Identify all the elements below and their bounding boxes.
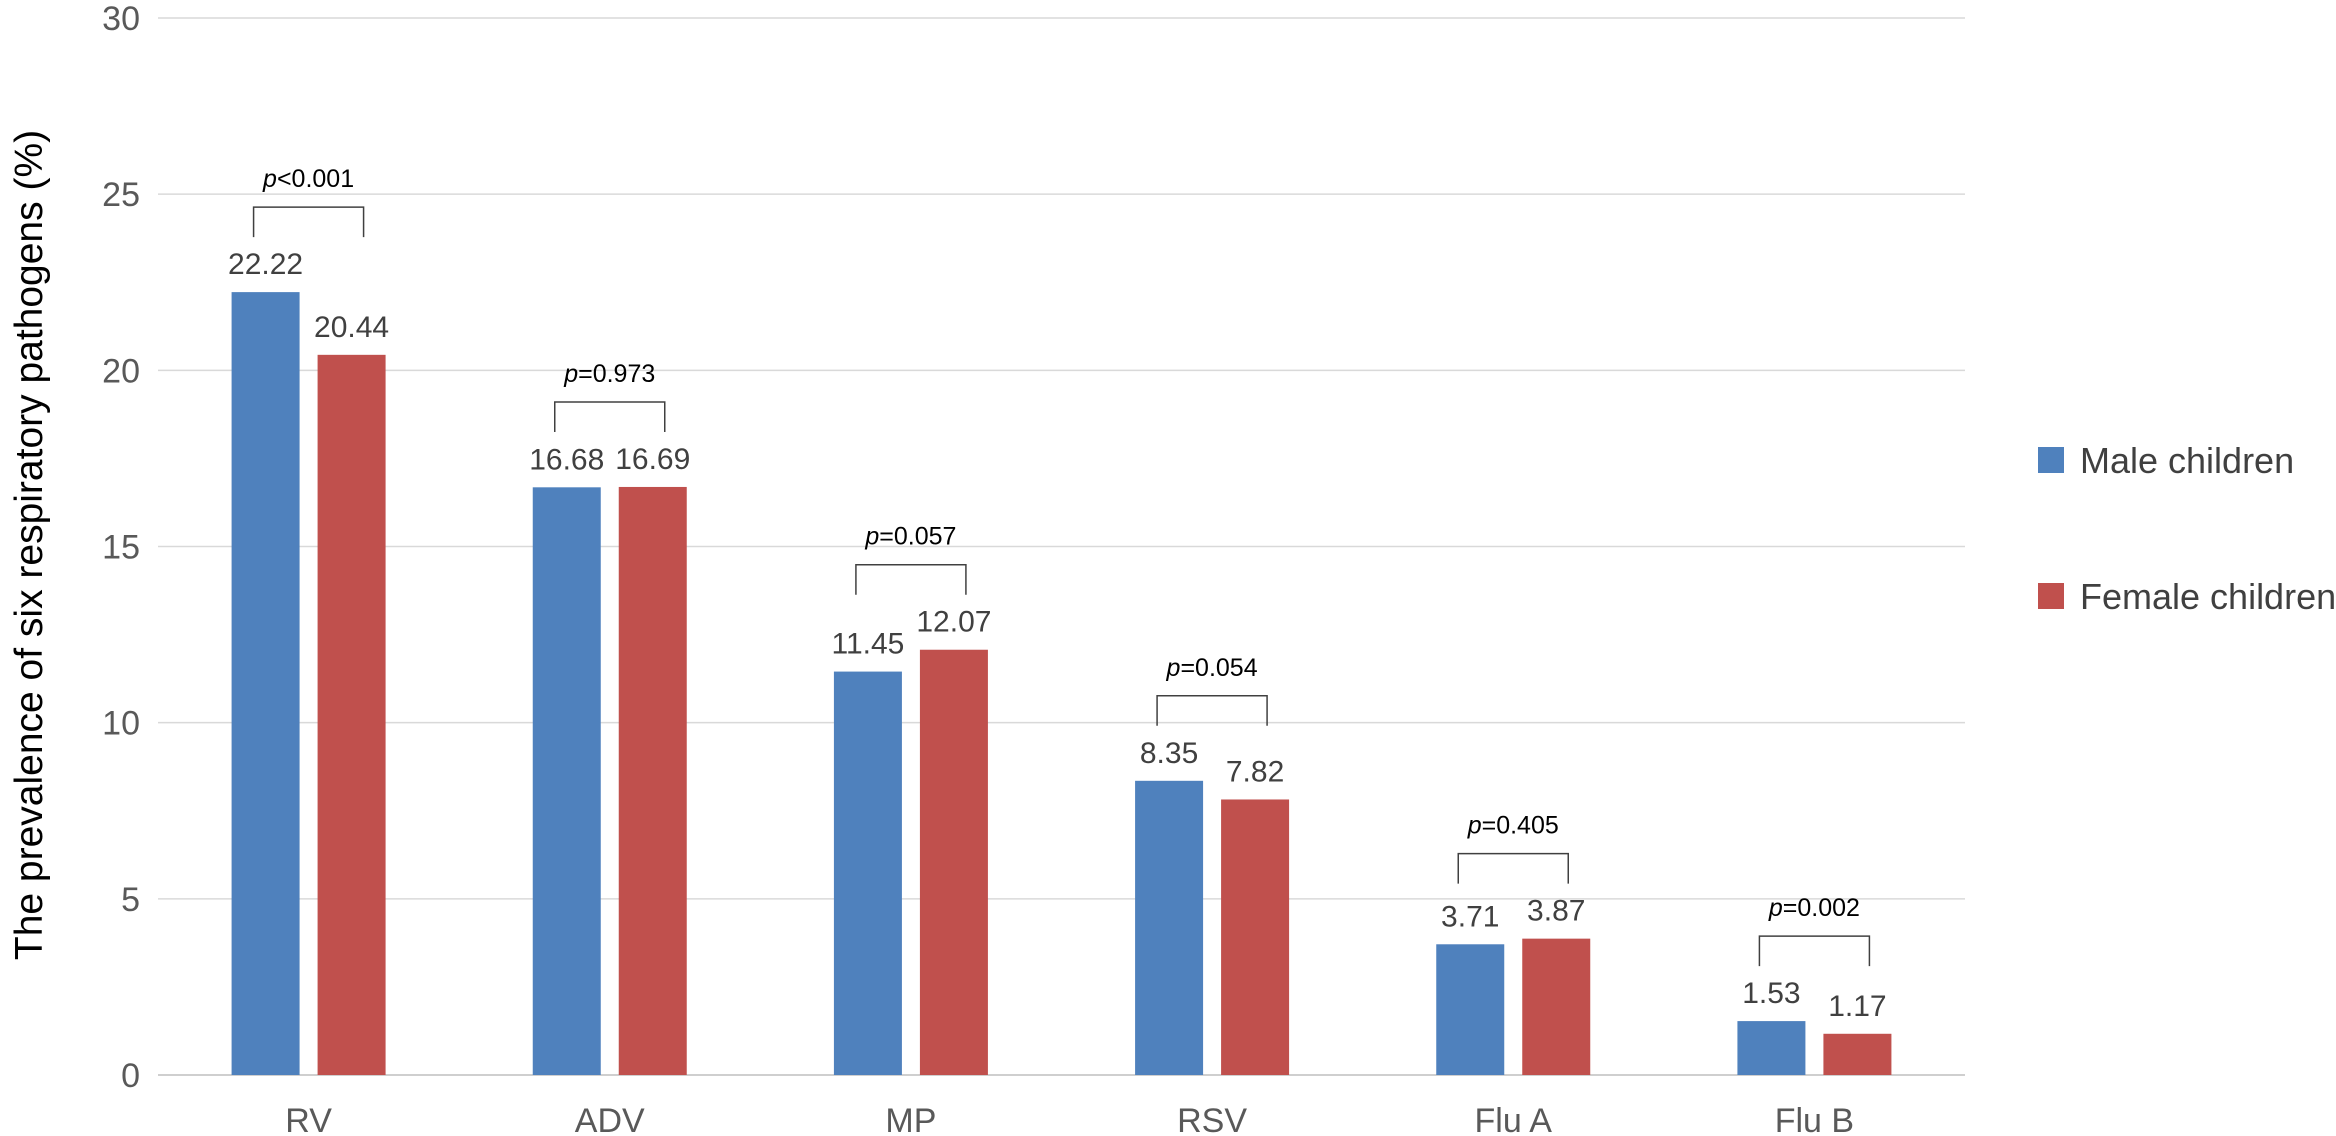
p-value-label: p<0.001: [262, 165, 354, 193]
y-tick-label: 5: [121, 881, 140, 919]
x-axis-ticks: RV ADV MP RSV Flu A Flu B: [285, 1102, 1854, 1136]
legend-swatch-female-children: [2038, 583, 2064, 609]
data-label-male-children-rv: 22.22: [228, 248, 303, 281]
y-tick-label: 30: [102, 0, 140, 38]
y-tick-label: 0: [121, 1057, 140, 1095]
data-label-female-children-rv: 20.44: [314, 311, 389, 344]
y-axis-ticks: 0 5 10 15 20 25 30: [102, 0, 140, 1095]
bar-male-children-flu-a: [1436, 944, 1505, 1075]
data-label-female-children-rsv: 7.82: [1226, 755, 1284, 788]
significance-bracket-flu-a: p=0.405: [1457, 812, 1569, 884]
bar-female-children-adv: [618, 486, 687, 1075]
data-label-male-children-mp: 11.45: [831, 628, 904, 661]
p-value-label: p=0.405: [1467, 812, 1559, 840]
data-label-female-children-mp: 12.07: [916, 606, 991, 639]
bar-male-children-adv: [532, 487, 601, 1076]
bar-female-children-mp: [919, 649, 988, 1075]
significance-bracket-adv: p=0.973: [554, 360, 666, 432]
p-value-label: p=0.002: [1768, 894, 1860, 922]
bracket-line: [1457, 852, 1569, 884]
bar-male-children-mp: [833, 671, 902, 1075]
bar-male-children-rv: [231, 292, 300, 1075]
bar-female-children-flu-a: [1522, 938, 1591, 1075]
x-tick-label-mp: MP: [885, 1102, 936, 1136]
bar-male-children-rsv: [1135, 780, 1204, 1075]
bracket-line: [252, 206, 365, 238]
p-value-label: p=0.057: [864, 523, 956, 551]
bracket-line: [1758, 935, 1871, 967]
data-label-female-children-adv: 16.69: [615, 443, 690, 476]
significance-bracket-rsv: p=0.054: [1156, 654, 1268, 726]
significance-bracket-mp: p=0.057: [855, 523, 967, 595]
legend-label-female-children: Female children: [2080, 576, 2336, 617]
gridlines: [158, 17, 1965, 1076]
data-label-female-children-flu-a: 3.87: [1527, 895, 1585, 928]
p-value-label: p=0.973: [563, 360, 655, 388]
data-label-female-children-flu-b: 1.17: [1828, 990, 1886, 1023]
bracket-line: [1156, 695, 1268, 726]
significance-bracket-flu-b: p=0.002: [1758, 894, 1871, 967]
significance-brackets: p<0.001 p=0.973 p=0.057 p=0.054 p=0.405 p=0.0…: [252, 165, 1871, 967]
bracket-line: [855, 563, 967, 595]
x-tick-label-flu-a: Flu A: [1475, 1102, 1553, 1136]
y-tick-label: 15: [102, 529, 140, 567]
significance-bracket-rv: p<0.001: [252, 165, 365, 238]
x-tick-label-rv: RV: [285, 1102, 332, 1136]
bracket-line: [554, 401, 666, 432]
legend: Male children Female children: [2038, 440, 2336, 617]
p-value-label: p=0.054: [1166, 654, 1258, 682]
y-tick-label: 10: [102, 705, 140, 743]
data-label-male-children-flu-b: 1.53: [1742, 977, 1800, 1010]
data-labels: 22.22 20.44 16.68 16.69 11.45 12.07 8.35 7.82 3.…: [228, 248, 1887, 1023]
x-tick-label-flu-b: Flu B: [1775, 1102, 1854, 1136]
legend-swatch-male-children: [2038, 447, 2064, 473]
x-tick-label-adv: ADV: [575, 1102, 645, 1136]
y-tick-label: 25: [102, 176, 140, 214]
y-tick-label: 20: [102, 352, 140, 390]
bar-male-children-flu-b: [1737, 1021, 1806, 1075]
bars: [231, 292, 1892, 1076]
legend-label-male-children: Male children: [2080, 440, 2294, 481]
data-label-male-children-rsv: 8.35: [1140, 737, 1198, 770]
bar-female-children-rv: [317, 354, 386, 1075]
y-axis-title: The prevalence of six respiratory pathog…: [8, 130, 51, 960]
x-tick-label-rsv: RSV: [1177, 1102, 1247, 1136]
bar-female-children-flu-b: [1823, 1033, 1892, 1075]
bar-female-children-rsv: [1221, 799, 1290, 1075]
data-label-male-children-flu-a: 3.71: [1441, 900, 1499, 933]
data-label-male-children-adv: 16.68: [529, 443, 604, 476]
